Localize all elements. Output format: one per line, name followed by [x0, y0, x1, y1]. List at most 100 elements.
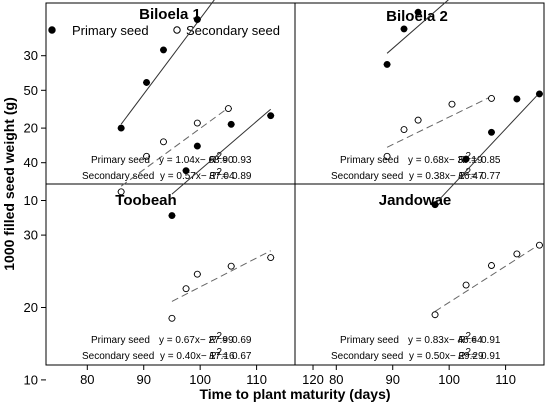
r-squared-exponent: 2 — [466, 151, 472, 162]
r-squared-symbol: R — [209, 155, 216, 166]
secondary-seed-point — [462, 281, 470, 289]
secondary-seed-point — [168, 314, 176, 322]
equation-label: Secondary seed — [331, 171, 403, 182]
equation-formula: y = 0.83x− 46.64 — [408, 335, 483, 346]
primary-seed-point — [117, 124, 125, 132]
y-tick-label: 50 — [24, 83, 38, 98]
y-tick-label: 30 — [24, 48, 38, 63]
r-squared-value: 0.77 — [481, 171, 501, 182]
primary-seed-point — [400, 25, 408, 33]
y-tick-label: 40 — [24, 155, 38, 170]
x-tick-label: 110 — [246, 372, 267, 387]
y-tick-label: 10 — [24, 193, 38, 208]
primary-seed-point — [143, 79, 151, 86]
secondary-fit-line — [171, 250, 271, 302]
equation-label: Primary seed — [91, 335, 150, 346]
primary-seed-point — [535, 90, 543, 98]
primary-seed-point — [431, 201, 439, 209]
x-tick-label: 90 — [385, 372, 399, 387]
equation-label: Primary seed — [340, 155, 399, 166]
secondary-seed-point — [448, 100, 456, 108]
r-squared-exponent: 2 — [217, 167, 223, 178]
r-squared-exponent: 2 — [217, 151, 223, 162]
secondary-seed-point — [267, 254, 275, 261]
legend-label-primary: Primary seed — [72, 23, 149, 38]
secondary-seed-point — [117, 188, 125, 196]
equation-formula: y = 0.40x− 17.16 — [160, 351, 235, 362]
equation-label: Primary seed — [91, 155, 150, 166]
x-tick-label: 80 — [329, 372, 343, 387]
secondary-seed-point — [488, 94, 495, 102]
x-tick-label: 90 — [136, 372, 150, 387]
panel-title: Biloela 2 — [386, 8, 448, 25]
secondary-seed-point — [224, 105, 232, 113]
secondary-seed-point — [193, 270, 201, 278]
primary-seed-point — [414, 8, 422, 16]
r-squared-value: 0.85 — [481, 155, 501, 166]
equation-formula: y = 1.04x− 68.90 — [159, 155, 234, 166]
panel-title: Toobeah — [115, 192, 176, 209]
secondary-seed-point — [400, 126, 408, 133]
secondary-fit-line — [120, 107, 229, 187]
r-squared-value: 0.91 — [481, 335, 501, 346]
secondary-seed-point — [143, 152, 151, 160]
y-axis-title: 1000 filled seed weight (g) — [1, 97, 17, 271]
equation-formula: y = 0.68x− 30.19 — [408, 155, 483, 166]
secondary-seed-point — [160, 138, 167, 146]
y-tick-label: 20 — [24, 121, 38, 136]
x-tick-label: 100 — [189, 372, 211, 387]
secondary-seed-point — [414, 116, 422, 124]
equation-label: Primary seed — [340, 335, 399, 346]
primary-fit-line — [171, 108, 272, 195]
r-squared-equals: = — [222, 351, 228, 362]
primary-seed-point — [182, 167, 190, 175]
r-squared-symbol: R — [209, 335, 216, 346]
primary-seed-point — [462, 155, 470, 163]
r-squared-exponent: 2 — [466, 167, 472, 178]
equation-label: Secondary seed — [82, 171, 154, 182]
primary-seed-point — [488, 128, 495, 136]
x-tick-label: 80 — [80, 372, 94, 387]
y-tick-label: 20 — [24, 300, 38, 315]
legend-marker-primary — [48, 26, 56, 34]
equation-label: Secondary seed — [82, 351, 154, 362]
equation-formula: y = 0.38x− 16.47 — [409, 171, 484, 182]
r-squared-symbol: R — [458, 155, 465, 166]
primary-seed-point — [193, 142, 201, 150]
primary-seed-point — [160, 46, 167, 54]
r-squared-equals: = — [471, 155, 477, 166]
primary-seed-point — [267, 112, 275, 120]
secondary-seed-point — [431, 311, 439, 319]
secondary-seed-point — [488, 262, 495, 269]
r-squared-equals: = — [471, 171, 477, 182]
r-squared-value: 0.89 — [232, 171, 252, 182]
secondary-fit-line — [386, 95, 492, 148]
secondary-seed-point — [193, 119, 201, 127]
r-squared-symbol: R — [209, 351, 216, 362]
r-squared-value: 0.69 — [232, 335, 252, 346]
secondary-seed-point — [182, 285, 190, 293]
r-squared-exponent: 2 — [217, 331, 223, 342]
primary-fit-line — [386, 0, 449, 54]
r-squared-value: 0.67 — [232, 351, 252, 362]
primary-seed-point — [383, 60, 391, 68]
r-squared-symbol: R — [458, 351, 465, 362]
panel-title: Jandowae — [379, 192, 452, 209]
primary-seed-point — [227, 120, 235, 128]
x-tick-label: 100 — [438, 372, 460, 387]
legend-marker-secondary — [173, 26, 181, 34]
r-squared-exponent: 2 — [466, 331, 472, 342]
r-squared-equals: = — [471, 335, 477, 346]
x-tick-label: 110 — [495, 372, 516, 387]
y-tick-label: 30 — [24, 228, 38, 243]
r-squared-equals: = — [222, 171, 228, 182]
r-squared-equals: = — [222, 335, 228, 346]
r-squared-value: 0.91 — [481, 351, 501, 362]
primary-seed-point — [513, 95, 521, 103]
secondary-fit-line — [434, 244, 540, 312]
equation-formula: y = 0.57x− 37.04 — [160, 171, 235, 182]
r-squared-equals: = — [222, 155, 228, 166]
panel-title: Biloela 1 — [139, 6, 201, 23]
r-squared-exponent: 2 — [466, 347, 472, 358]
